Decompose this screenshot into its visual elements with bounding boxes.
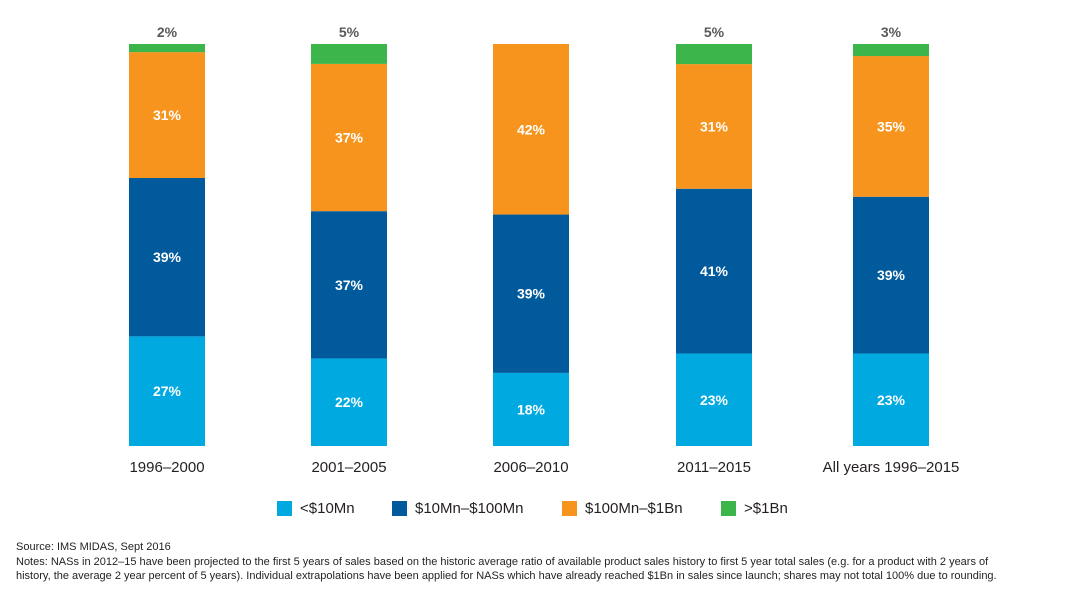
segment-label: 5% bbox=[704, 24, 725, 40]
segment-label: 39% bbox=[153, 249, 182, 265]
category-label: 2001–2005 bbox=[311, 459, 386, 476]
segment-label: 2% bbox=[157, 24, 178, 40]
source-note: Source: IMS MIDAS, Sept 2016 bbox=[16, 541, 171, 553]
bar-segment bbox=[311, 63, 387, 212]
bar-segment bbox=[676, 353, 752, 446]
segment-label: 37% bbox=[335, 130, 364, 146]
segment-label: 41% bbox=[700, 263, 729, 279]
bar-segment bbox=[129, 44, 205, 53]
bar-segment bbox=[129, 336, 205, 446]
segment-label: 18% bbox=[517, 401, 546, 417]
segment-label: 39% bbox=[517, 286, 546, 302]
bar-segment bbox=[311, 358, 387, 446]
legend-label: >$1Bn bbox=[744, 499, 788, 517]
segment-label: 31% bbox=[700, 118, 729, 134]
bar-segment bbox=[311, 44, 387, 64]
bar-segment bbox=[853, 56, 929, 197]
notes-line-1: Notes: NASs in 2012–15 have been project… bbox=[16, 555, 989, 568]
footnotes: Source: IMS MIDAS, Sept 2016 Notes: NASs… bbox=[16, 540, 1078, 584]
segment-label: 31% bbox=[153, 107, 182, 123]
segment-label: 23% bbox=[877, 392, 906, 408]
bar-segment bbox=[853, 44, 929, 57]
bar-segment bbox=[676, 44, 752, 65]
segment-label: 39% bbox=[877, 267, 906, 283]
legend-item-10mn-100mn: $10Mn–$100Mn bbox=[392, 497, 523, 519]
bar-segment bbox=[676, 188, 752, 354]
bar-segment bbox=[493, 214, 569, 373]
legend-label: $100Mn–$1Bn bbox=[585, 499, 683, 517]
legend-swatch bbox=[562, 500, 577, 516]
stacked-bar-chart: 27% 39% 31% 2% 1996–2000 22% 37% 37% 5% 2001–2005… bbox=[129, 24, 960, 476]
legend-swatch bbox=[392, 500, 407, 516]
category-label: 2006–2010 bbox=[493, 459, 568, 476]
category-label: 1996–2000 bbox=[129, 459, 204, 476]
category-label: 2011–2015 bbox=[677, 459, 751, 476]
bar-segment bbox=[129, 52, 205, 178]
bar-segment bbox=[853, 353, 929, 446]
bar-segment bbox=[676, 64, 752, 189]
bar-segment bbox=[853, 196, 929, 354]
legend-item-100mn-1bn: $100Mn–$1Bn bbox=[562, 497, 683, 519]
segment-label: 27% bbox=[153, 383, 182, 399]
legend-item-gt-1bn: >$1Bn bbox=[721, 497, 788, 519]
legend: <$10Mn $10Mn–$100Mn $100Mn–$1Bn >$1Bn bbox=[0, 497, 1088, 519]
legend-label: <$10Mn bbox=[300, 499, 355, 517]
legend-label: $10Mn–$100Mn bbox=[415, 499, 524, 517]
bar-segment bbox=[129, 178, 205, 337]
bar-segment bbox=[493, 44, 569, 215]
segment-label: 37% bbox=[335, 277, 364, 293]
segment-label: 3% bbox=[881, 24, 902, 40]
legend-swatch bbox=[721, 500, 736, 516]
legend-item-lt-10mn: <$10Mn bbox=[277, 497, 355, 519]
bar-segment bbox=[311, 211, 387, 359]
segment-label: 42% bbox=[517, 121, 546, 137]
legend-swatch bbox=[277, 500, 292, 516]
segment-label: 22% bbox=[335, 394, 364, 410]
bar-segment bbox=[493, 372, 569, 446]
segment-label: 35% bbox=[877, 118, 906, 134]
segment-label: 23% bbox=[700, 392, 729, 408]
category-label: All years 1996–2015 bbox=[823, 459, 960, 476]
segment-label: 5% bbox=[339, 24, 360, 40]
notes-line-2: history, the average 2 year percent of 5… bbox=[16, 570, 997, 582]
